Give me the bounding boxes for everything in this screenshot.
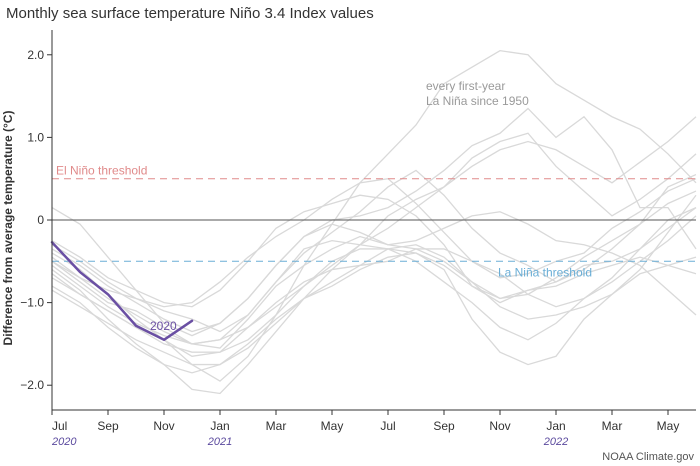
x-tick-label: Nov <box>489 419 510 433</box>
first-year-la-nina-line-11 <box>51 194 697 308</box>
chart-title: Monthly sea surface temperature Niño 3.4… <box>6 5 374 22</box>
series-2020-label: 2020 <box>150 319 177 333</box>
x-tick-label: May <box>657 419 680 433</box>
credit-text: NOAA Climate.gov <box>602 451 694 463</box>
x-tick-label: Jan <box>546 419 565 433</box>
year-label: 2020 <box>51 436 77 448</box>
y-tick-label: 2.0 <box>27 48 44 62</box>
first-year-la-nina-line-9 <box>51 211 697 333</box>
first-year-la-nina-line-7 <box>51 116 697 345</box>
x-ticks-group: Jul Sep Nov Jan Mar May Jul Sep Nov Jan Mar May 2020… <box>51 410 679 448</box>
x-tick-label: May <box>321 419 344 433</box>
background-series-group <box>51 49 697 395</box>
x-tick-label: Mar <box>602 419 623 433</box>
el-nino-threshold-label: El Niño threshold <box>56 164 147 178</box>
year-label: 2022 <box>543 436 568 448</box>
first-year-la-nina-line-4 <box>51 207 697 333</box>
series-2020-line <box>50 241 194 342</box>
annotation-line-1: every first-year <box>426 79 505 93</box>
x-tick-label: Nov <box>153 419 174 433</box>
y-ticks-group: 2.0 1.0 0 −1.0 −2.0 <box>20 48 52 392</box>
first-year-la-nina-line-10 <box>51 107 697 337</box>
y-tick-label: −2.0 <box>20 378 44 392</box>
y-tick-label: 1.0 <box>27 130 44 144</box>
y-tick-label: −1.0 <box>20 296 44 310</box>
first-year-la-nina-line-6 <box>51 194 697 374</box>
x-tick-label: Jul <box>52 419 67 433</box>
x-tick-label: Mar <box>266 419 287 433</box>
x-tick-label: Sep <box>433 419 455 433</box>
annotation-line-2: La Niña since 1950 <box>426 94 529 108</box>
x-tick-label: Jan <box>210 419 229 433</box>
la-nina-threshold-label: La Niña threshold <box>498 265 592 279</box>
x-tick-label: Sep <box>97 419 119 433</box>
y-axis-label: Difference from average temperature (°C) <box>1 111 15 346</box>
first-year-la-nina-line-8 <box>51 169 697 345</box>
y-tick-label: 0 <box>37 213 44 227</box>
first-year-la-nina-line-14 <box>51 190 697 366</box>
first-year-la-nina-line-13 <box>51 178 697 308</box>
year-label: 2021 <box>207 436 232 448</box>
first-year-la-nina-line-1 <box>51 235 697 349</box>
first-year-la-nina-line-5 <box>51 207 697 353</box>
x-tick-label: Jul <box>380 419 395 433</box>
